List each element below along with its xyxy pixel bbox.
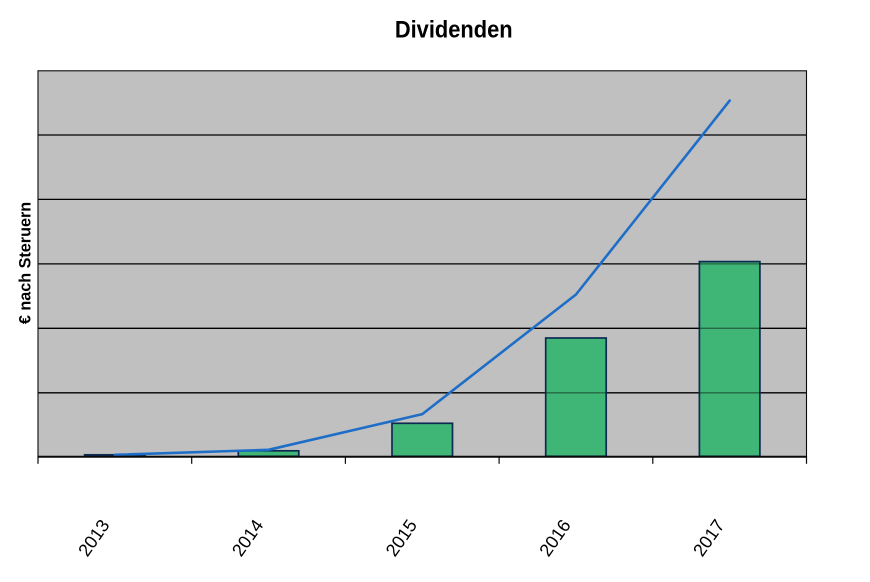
svg-text:2017: 2017 — [689, 516, 728, 560]
svg-text:2014: 2014 — [228, 516, 267, 560]
svg-text:€ nach Steruern: € nach Steruern — [16, 202, 34, 324]
svg-text:2016: 2016 — [535, 516, 574, 560]
svg-text:2015: 2015 — [382, 516, 421, 560]
svg-text:Dividenden: Dividenden — [395, 16, 513, 43]
svg-text:2013: 2013 — [74, 516, 113, 560]
